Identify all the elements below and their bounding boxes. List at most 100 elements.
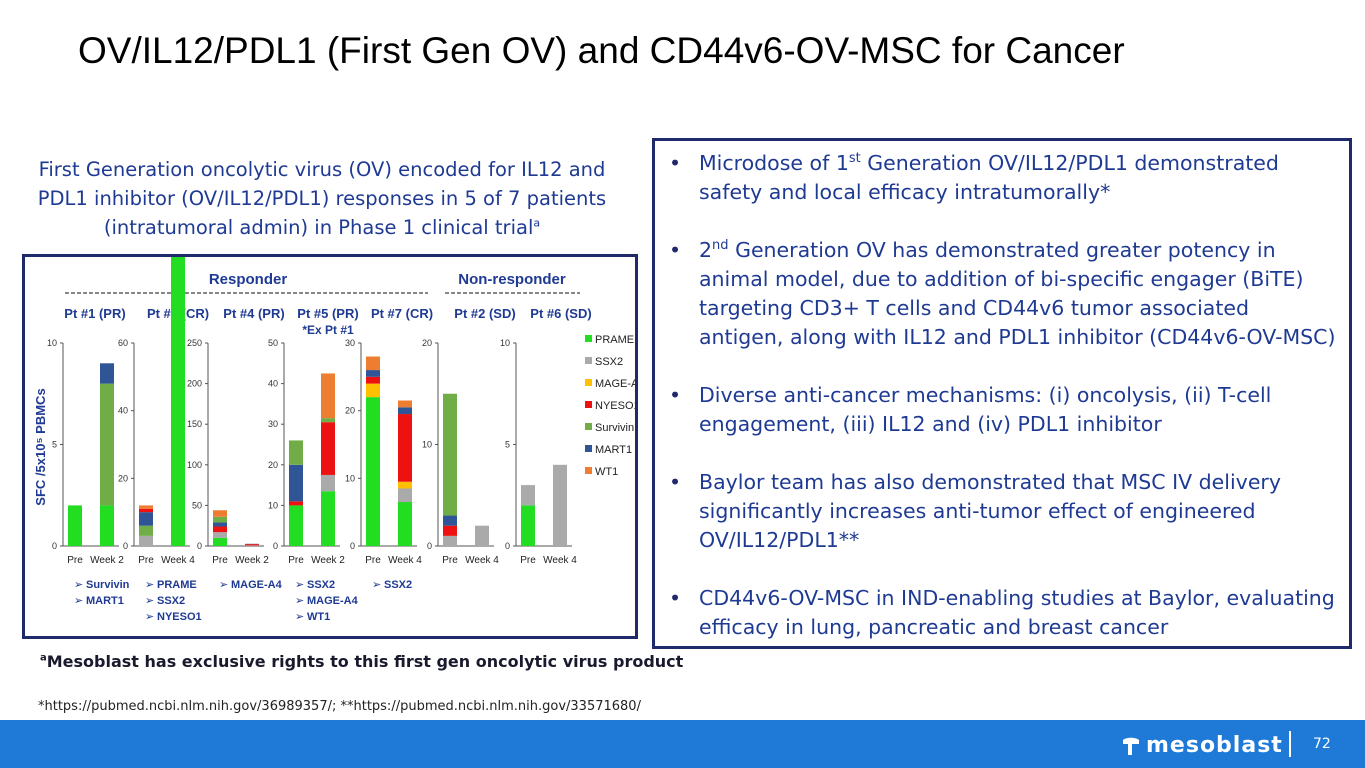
y-tick-label: 100 bbox=[187, 460, 202, 470]
y-tick-label: 50 bbox=[192, 500, 202, 510]
antigen-marker: ➢ bbox=[295, 595, 304, 607]
bar-segment bbox=[289, 501, 303, 506]
y-tick-label: 150 bbox=[187, 419, 202, 429]
bar-segment bbox=[321, 373, 335, 419]
antigen-label: PRAME bbox=[157, 579, 197, 591]
stacked-bar-chart: Responder Non-responder SFC /5x10⁵ PBMCs Pt… bbox=[33, 257, 635, 623]
bullet-dot: • bbox=[669, 151, 682, 175]
legend-swatch bbox=[585, 379, 592, 386]
y-tick-label: 250 bbox=[187, 338, 202, 348]
legend-label: NYESO1 bbox=[595, 400, 635, 412]
bar-segment bbox=[100, 505, 114, 546]
subtitle-line-3: (intratumoral admin) in Phase 1 clinical… bbox=[103, 216, 541, 239]
y-tick-label: 10 bbox=[422, 440, 432, 450]
antigen-label: MART1 bbox=[86, 595, 124, 607]
bullet-text-cont: Generation OV has demonstrated greater p… bbox=[699, 238, 1336, 349]
bar-segment bbox=[139, 505, 153, 509]
bullet-dot: • bbox=[669, 470, 682, 494]
bar-segment bbox=[366, 376, 380, 384]
bullet-list: • Microdose of 1st Generation OV/IL12/PDL… bbox=[665, 149, 1339, 642]
antigen-marker: ➢ bbox=[145, 579, 154, 591]
x-tick-label: Pre bbox=[365, 555, 381, 566]
legend-swatch bbox=[585, 357, 592, 364]
bar-segment bbox=[475, 525, 489, 546]
bullet-text: Baylor team has also demonstrated that M… bbox=[699, 470, 1281, 552]
subtitle-line-1: First Generation oncolytic virus (OV) en… bbox=[38, 158, 606, 181]
legend-label: SSX2 bbox=[595, 356, 623, 368]
antigen-label: SSX2 bbox=[384, 579, 412, 591]
references: *https://pubmed.ncbi.nlm.nih.gov/3698935… bbox=[38, 699, 641, 714]
bullet-item: • CD44v6-OV-MSC in IND-enabling studies a… bbox=[665, 584, 1339, 642]
x-tick-label: Week 2 bbox=[311, 555, 345, 566]
bullets-panel: • Microdose of 1st Generation OV/IL12/PDL… bbox=[652, 138, 1352, 649]
bar-segment bbox=[213, 510, 227, 517]
y-tick-label: 0 bbox=[123, 541, 128, 551]
bar-segment bbox=[321, 491, 335, 546]
bar-segment bbox=[213, 522, 227, 527]
antigen-marker: ➢ bbox=[295, 579, 304, 591]
antigen-label: MAGE-A4 bbox=[307, 595, 359, 607]
bullet-dot: • bbox=[669, 586, 682, 610]
bullet-dot: • bbox=[669, 383, 682, 407]
brand-logo: mesoblast bbox=[1120, 733, 1283, 758]
y-axis-label: SFC /5x10⁵ PBMCs bbox=[33, 388, 48, 505]
panel-subtitle: *Ex Pt #1 bbox=[302, 323, 354, 337]
bar-segment bbox=[398, 488, 412, 503]
legend-label: MAGE-A4 bbox=[595, 378, 635, 390]
bar-segment bbox=[289, 464, 303, 502]
legend-swatch bbox=[585, 401, 592, 408]
panel-title: Pt #7 (CR) bbox=[371, 306, 433, 321]
bar-segment bbox=[139, 508, 153, 513]
bar-segment bbox=[68, 505, 82, 546]
bar-segment bbox=[171, 257, 185, 546]
antigen-marker: ➢ bbox=[74, 595, 83, 607]
y-tick-label: 40 bbox=[268, 379, 278, 389]
x-tick-label: Pre bbox=[288, 555, 304, 566]
bar-segment bbox=[443, 535, 457, 546]
x-tick-label: Pre bbox=[67, 555, 83, 566]
legend-label: PRAME bbox=[595, 334, 634, 346]
bullet-item: • 2nd Generation OV has demonstrated grea… bbox=[665, 236, 1339, 352]
group-header-non-responder: Non-responder bbox=[458, 271, 566, 288]
bar-segment bbox=[245, 545, 259, 546]
bar-segment bbox=[366, 370, 380, 377]
bar-segment bbox=[213, 532, 227, 538]
y-tick-label: 0 bbox=[52, 541, 57, 551]
page-number: 72 bbox=[1313, 736, 1331, 752]
bullet-sup: st bbox=[848, 151, 861, 167]
bar-segment bbox=[366, 356, 380, 371]
antigen-marker: ➢ bbox=[74, 579, 83, 591]
y-tick-label: 20 bbox=[268, 460, 278, 470]
bar-segment bbox=[213, 526, 227, 533]
antigen-marker: ➢ bbox=[219, 579, 228, 591]
panel-title: Pt #2 (SD) bbox=[454, 306, 515, 321]
x-tick-label: Pre bbox=[520, 555, 536, 566]
bar-segment bbox=[398, 502, 412, 546]
antigen-label: SSX2 bbox=[307, 579, 335, 591]
antigen-marker: ➢ bbox=[145, 611, 154, 623]
panel-title: Pt #6 (SD) bbox=[530, 306, 591, 321]
bar-segment bbox=[553, 464, 567, 546]
bar-segment bbox=[443, 515, 457, 526]
bar-segment bbox=[100, 383, 114, 506]
y-tick-label: 20 bbox=[118, 473, 128, 483]
bar-segment bbox=[289, 440, 303, 465]
antigen-label: NYESO1 bbox=[157, 611, 202, 623]
y-tick-label: 10 bbox=[268, 500, 278, 510]
logo-text: mesoblast bbox=[1146, 733, 1283, 758]
x-tick-label: Week 4 bbox=[161, 555, 195, 566]
bar-segment bbox=[289, 505, 303, 546]
antigen-label: MAGE-A4 bbox=[231, 579, 283, 591]
x-tick-label: Week 2 bbox=[235, 555, 269, 566]
x-tick-label: Pre bbox=[138, 555, 154, 566]
bar-segment bbox=[366, 397, 380, 546]
x-tick-label: Pre bbox=[442, 555, 458, 566]
y-tick-label: 10 bbox=[500, 338, 510, 348]
bar-segment bbox=[213, 516, 227, 523]
y-tick-label: 5 bbox=[505, 440, 510, 450]
bar-segment bbox=[321, 474, 335, 492]
bar-segment bbox=[321, 422, 335, 475]
x-tick-label: Week 4 bbox=[543, 555, 577, 566]
bullet-text: Diverse anti-cancer mechanisms: (i) onco… bbox=[699, 383, 1272, 436]
panel-title: Pt #5 (PR) bbox=[297, 306, 358, 321]
